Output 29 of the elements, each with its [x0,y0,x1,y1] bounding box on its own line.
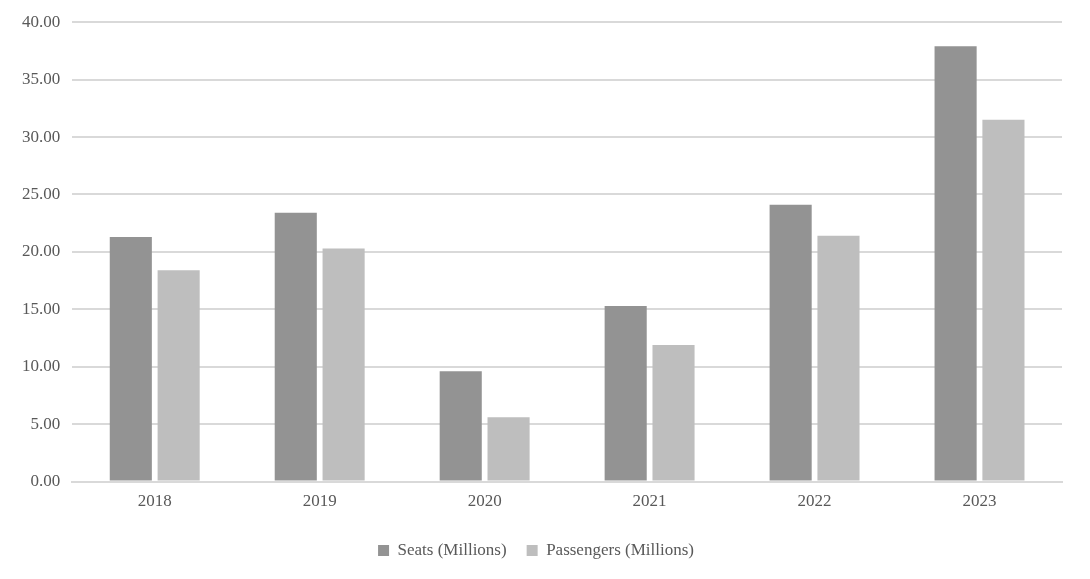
y-tick-label: 25.00 [22,183,61,203]
y-tick-label: 40.00 [22,11,61,31]
y-tick-label: 10.00 [22,356,61,376]
x-tick-label: 2021 [632,491,667,511]
x-tick-label: 2023 [962,491,997,511]
bar [982,119,1025,481]
x-tick-label: 2022 [797,491,832,511]
legend-label: Passengers (Millions) [546,539,694,559]
y-tick-label: 30.00 [22,126,61,146]
y-tick-label: 0.00 [30,471,61,491]
x-tick-label: 2019 [302,491,337,511]
bar [109,236,152,481]
bar [604,305,647,481]
bar [274,212,317,481]
bar [652,344,695,481]
bar [487,417,530,481]
bar [769,204,812,481]
legend-label: Seats (Millions) [397,539,507,559]
y-tick-label: 15.00 [22,298,61,318]
x-tick-label: 2020 [467,491,502,511]
x-tick-label: 2018 [137,491,172,511]
y-tick-label: 20.00 [22,241,61,261]
y-tick-label: 5.00 [30,413,61,433]
bar [157,270,200,481]
bar [322,248,365,481]
bar [934,46,977,481]
bar [439,371,482,481]
bar [817,235,860,481]
y-tick-label: 35.00 [22,69,61,89]
